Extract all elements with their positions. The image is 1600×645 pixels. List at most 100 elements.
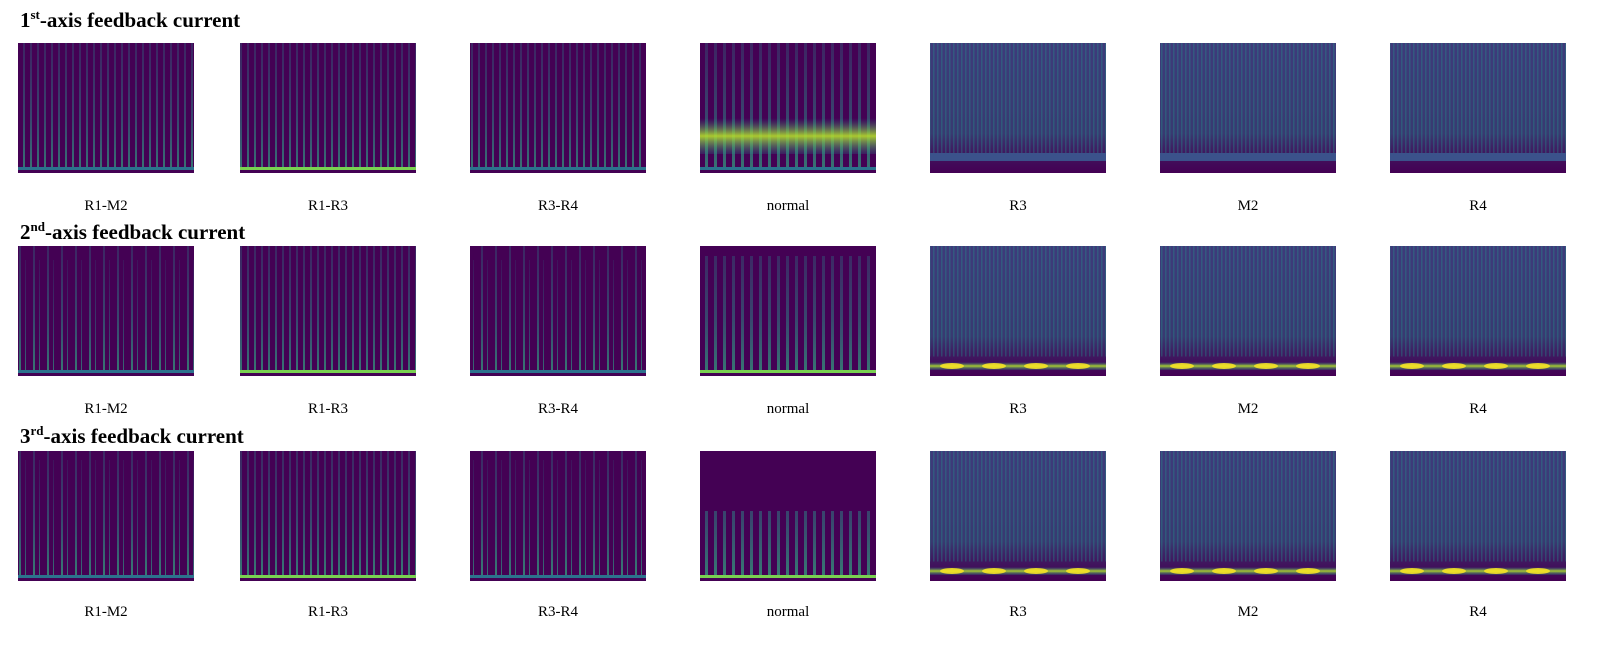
scalogram-streaks	[18, 43, 194, 169]
panel-label: R3	[1009, 198, 1027, 214]
scalogram-base	[240, 370, 416, 373]
scalogram-band	[700, 118, 876, 154]
scalogram-spot	[940, 363, 964, 369]
scalogram	[18, 43, 194, 173]
scalogram	[700, 246, 876, 376]
scalogram	[18, 451, 194, 581]
scalogram-streaks	[1160, 43, 1336, 154]
scalogram-base	[240, 167, 416, 170]
scalogram-spot	[982, 363, 1006, 369]
scalogram-spot	[1066, 363, 1090, 369]
scalogram	[1160, 451, 1336, 581]
scalogram-band	[1160, 567, 1336, 575]
scalogram-spot	[1296, 568, 1320, 574]
panel-label: R3	[1009, 401, 1027, 417]
panel-label: R1-M2	[84, 604, 127, 620]
scalogram	[470, 451, 646, 581]
scalogram	[1160, 43, 1336, 173]
scalogram-base	[470, 370, 646, 373]
scalogram-base	[18, 370, 194, 373]
scalogram	[930, 246, 1106, 376]
title-text: -axis feedback current	[44, 424, 244, 448]
scalogram-band	[1390, 153, 1566, 161]
scalogram	[700, 43, 876, 173]
scalogram-spot	[1442, 568, 1466, 574]
title-text: -axis feedback current	[45, 220, 245, 244]
panel-label: M2	[1238, 604, 1259, 620]
scalogram	[700, 451, 876, 581]
title-number: 1	[20, 8, 31, 32]
scalogram-spot	[1212, 363, 1236, 369]
scalogram	[1390, 43, 1566, 173]
scalogram	[18, 246, 194, 376]
scalogram-streaks	[930, 451, 1106, 562]
panel-label: R3-R4	[538, 401, 579, 417]
panel-label: R1-R3	[308, 401, 348, 417]
scalogram-streaks	[700, 256, 876, 370]
scalogram-streaks	[1390, 451, 1566, 562]
panel-label: M2	[1238, 401, 1259, 417]
scalogram-base	[18, 575, 194, 578]
scalogram-spot	[1526, 568, 1550, 574]
scalogram-spot	[1526, 363, 1550, 369]
scalogram-streaks	[700, 511, 876, 575]
row-title: 1st-axis feedback current	[20, 7, 240, 32]
scalogram-streaks	[930, 43, 1106, 154]
scalogram-band	[930, 567, 1106, 575]
panel-label: R4	[1469, 604, 1487, 620]
scalogram-base	[700, 575, 876, 578]
scalogram-streaks	[470, 246, 646, 372]
row-title: 3rd-axis feedback current	[20, 423, 244, 448]
scalogram-streaks	[18, 451, 194, 577]
scalogram	[930, 43, 1106, 173]
title-superscript: st	[31, 7, 41, 22]
panel-label: R3-R4	[538, 198, 579, 214]
scalogram-base	[240, 575, 416, 578]
scalogram-band	[930, 362, 1106, 370]
title-number: 3	[20, 424, 31, 448]
scalogram-streaks	[470, 43, 646, 169]
scalogram-spot	[1254, 568, 1278, 574]
title-superscript: nd	[31, 219, 46, 234]
scalogram-spot	[1296, 363, 1320, 369]
scalogram	[470, 246, 646, 376]
scalogram	[470, 43, 646, 173]
scalogram-base	[470, 575, 646, 578]
scalogram-base	[470, 167, 646, 170]
scalogram-band	[1390, 567, 1566, 575]
scalogram-base	[18, 167, 194, 170]
scalogram	[240, 246, 416, 376]
panel-label: normal	[767, 604, 810, 620]
title-number: 2	[20, 220, 31, 244]
row-title: 2nd-axis feedback current	[20, 219, 245, 244]
scalogram-streaks	[240, 451, 416, 577]
panel-label: R4	[1469, 198, 1487, 214]
scalogram	[930, 451, 1106, 581]
scalogram-streaks	[1160, 451, 1336, 562]
scalogram-spot	[1024, 568, 1048, 574]
scalogram-streaks	[240, 246, 416, 372]
scalogram-spot	[1212, 568, 1236, 574]
scalogram-spot	[1024, 363, 1048, 369]
scalogram-spot	[1442, 363, 1466, 369]
panel-label: R1-R3	[308, 198, 348, 214]
scalogram-streaks	[470, 451, 646, 577]
panel-label: R1-M2	[84, 198, 127, 214]
panel-label: R3	[1009, 604, 1027, 620]
scalogram-band	[1160, 153, 1336, 161]
title-text: -axis feedback current	[40, 8, 240, 32]
title-superscript: rd	[31, 423, 45, 438]
scalogram-spot	[1484, 568, 1508, 574]
scalogram-spot	[1066, 568, 1090, 574]
scalogram	[1390, 246, 1566, 376]
scalogram-base	[700, 167, 876, 170]
scalogram-spot	[1484, 363, 1508, 369]
scalogram-spot	[1400, 568, 1424, 574]
scalogram-streaks	[930, 246, 1106, 357]
scalogram-spot	[982, 568, 1006, 574]
scalogram-streaks	[18, 246, 194, 372]
scalogram-band	[1390, 362, 1566, 370]
scalogram-streaks	[240, 43, 416, 169]
